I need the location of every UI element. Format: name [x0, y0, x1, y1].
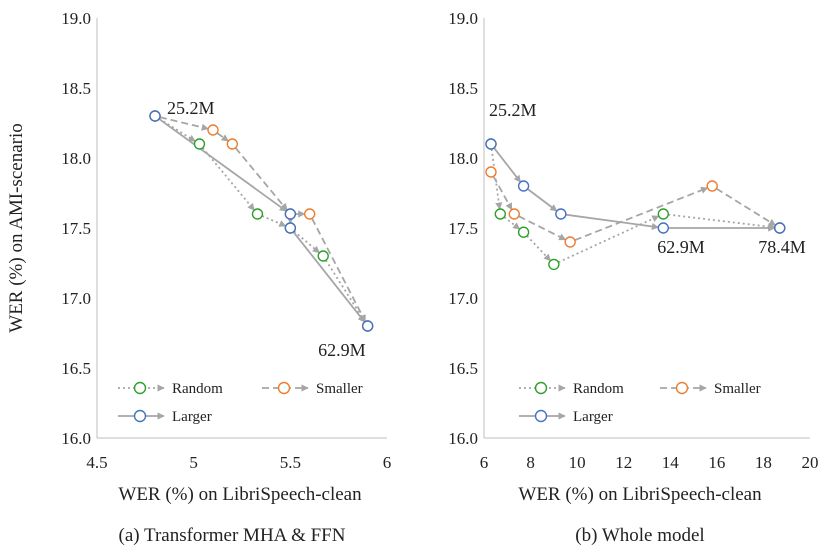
data-point-smaller: [564, 236, 576, 248]
data-point-larger: [361, 320, 374, 332]
x-tick-label: 6: [383, 453, 392, 472]
legend-label-random: Random: [172, 381, 223, 397]
legend-marker-larger: [133, 409, 147, 423]
legend-marker-smaller: [675, 381, 689, 395]
data-point-random: [193, 138, 206, 150]
subfigure-caption: (a) Transformer MHA & FFN: [119, 525, 346, 546]
series-line-random: [261, 215, 287, 227]
data-point-smaller: [303, 208, 316, 220]
y-tick-label: 17.0: [61, 289, 91, 308]
x-tick-label: 5.5: [280, 453, 301, 472]
legend-label-random: Random: [573, 381, 624, 397]
legend-marker-smaller: [277, 381, 291, 395]
legend-label-smaller: Smaller: [714, 381, 761, 397]
x-axis-title: WER (%) on LibriSpeech-clean: [118, 484, 362, 505]
series-line-smaller: [311, 218, 367, 323]
y-tick-label: 16.0: [448, 429, 478, 448]
x-axis-title: WER (%) on LibriSpeech-clean: [518, 484, 762, 505]
series-line-larger: [565, 213, 660, 231]
size-annotation: 62.9M: [318, 340, 366, 360]
series-line-random: [558, 215, 660, 264]
y-tick-label: 18.0: [448, 149, 478, 168]
data-point-smaller: [207, 124, 219, 136]
x-tick-label: 6: [480, 453, 489, 472]
y-tick-label: 16.0: [61, 429, 91, 448]
chart-panel-b: 16.0 16.5 17.0 17.5 18.0 18.5 19.0 6 8 10 12 14 16 18…: [448, 9, 818, 546]
legend-marker-random: [534, 381, 548, 395]
series-line-larger: [527, 188, 558, 212]
series-line-smaller: [234, 147, 288, 211]
data-point-smaller: [226, 138, 239, 150]
legend-marker-larger: [534, 409, 548, 423]
series-line-random: [668, 213, 776, 231]
x-tick-label: 14: [662, 453, 680, 472]
x-tick-label: 16: [708, 453, 725, 472]
subfigure-caption: (b) Whole model: [575, 525, 704, 546]
data-point-larger: [284, 208, 297, 220]
data-point-smaller: [508, 208, 520, 220]
data-point-smaller: [485, 166, 497, 178]
data-point-larger: [555, 208, 567, 220]
data-point-random: [517, 226, 530, 238]
legend-label-smaller: Smaller: [316, 381, 363, 397]
data-point-larger: [485, 138, 497, 150]
series-line-smaller: [216, 132, 229, 142]
y-tick-label: 16.5: [61, 359, 91, 378]
y-tick-label: 17.5: [448, 219, 478, 238]
x-tick-label: 4.5: [86, 453, 107, 472]
series-line-random: [293, 230, 320, 254]
series-line-larger: [158, 118, 287, 212]
x-tick-label: 20: [802, 453, 819, 472]
data-point-larger: [284, 222, 297, 234]
series-line-smaller: [518, 215, 567, 241]
data-point-smaller: [706, 180, 718, 192]
legend-marker-random: [133, 381, 147, 395]
chart-panel-a: 16.0 16.5 17.0 17.5 18.0 18.5 19.0 4.5 5 5.5 6 WER …: [6, 9, 391, 546]
series-line-random: [201, 147, 255, 211]
y-tick-label: 19.0: [61, 9, 91, 28]
series-line-random: [325, 259, 366, 323]
data-point-random: [317, 250, 329, 262]
data-point-random: [494, 208, 506, 220]
series-line-smaller: [574, 186, 709, 242]
x-tick-label: 8: [526, 453, 535, 472]
x-tick-label: 5: [189, 453, 198, 472]
y-tick-label: 17.5: [61, 219, 91, 238]
data-point-larger: [517, 180, 530, 192]
series-line-smaller: [715, 187, 777, 227]
data-point-random: [548, 258, 560, 271]
series-line-larger: [292, 231, 366, 323]
series-line-random: [526, 235, 552, 262]
y-tick-label: 16.5: [448, 359, 478, 378]
legend-label-larger: Larger: [573, 409, 613, 425]
y-tick-label: 18.5: [61, 79, 91, 98]
data-point-random: [251, 208, 264, 220]
series-line-random: [503, 216, 521, 230]
data-point-larger: [149, 110, 161, 122]
y-tick-label: 17.0: [448, 289, 478, 308]
data-point-random: [657, 208, 669, 220]
series-line-larger: [493, 147, 522, 183]
y-axis-title: WER (%) on AMI-scenario: [6, 123, 27, 332]
legend-label-larger: Larger: [172, 409, 212, 425]
data-point-larger: [657, 222, 669, 234]
size-annotation: 25.2M: [489, 100, 537, 120]
x-tick-label: 10: [569, 453, 586, 472]
series-line-smaller: [159, 116, 209, 131]
size-annotation: 25.2M: [167, 98, 215, 118]
y-tick-label: 18.5: [448, 79, 478, 98]
series-line-random: [158, 117, 196, 143]
size-annotation: 62.9M: [657, 237, 705, 257]
data-point-larger: [774, 222, 786, 234]
y-tick-label: 19.0: [448, 9, 478, 28]
x-tick-label: 12: [615, 453, 632, 472]
series-line-smaller: [492, 175, 513, 211]
x-tick-label: 18: [755, 453, 772, 472]
y-tick-label: 18.0: [61, 149, 91, 168]
size-annotation: 78.4M: [758, 237, 806, 257]
